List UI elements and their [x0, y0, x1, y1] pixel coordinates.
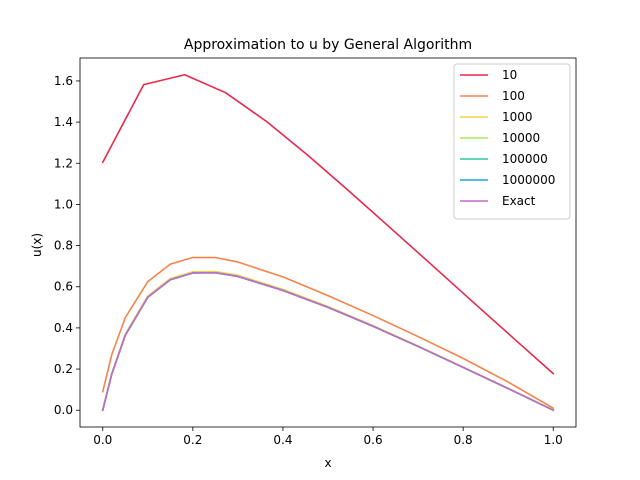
y-tick-label: 0.6 — [54, 280, 73, 294]
series-line-1 — [101, 256, 555, 410]
y-axis: 0.0 0.2 0.4 0.6 0.8 1.0 1.2 1.4 1.6 — [54, 74, 80, 417]
legend-label: 10 — [502, 68, 517, 82]
plot-lines — [101, 73, 555, 412]
legend: 10 100 1000 10000 100000 1000000 Exact — [453, 63, 571, 220]
legend-label: 10000 — [502, 131, 540, 145]
y-tick-label: 0.0 — [54, 403, 73, 417]
series-line-0 — [101, 73, 555, 375]
plot-area-frame — [79, 57, 577, 428]
x-tick-label: 0.0 — [93, 433, 112, 447]
x-tick-label: 0.6 — [364, 433, 383, 447]
chart-title: Approximation to u by General Algorithm — [184, 37, 472, 53]
y-tick-label: 1.0 — [54, 197, 73, 211]
legend-label: 1000 — [502, 110, 533, 124]
legend-label: 100000 — [502, 152, 548, 166]
legend-label: Exact — [502, 194, 536, 208]
y-tick-label: 0.2 — [54, 362, 73, 376]
x-axis: 0.0 0.2 0.4 0.6 0.8 1.0 — [93, 427, 563, 447]
series-line-6 — [101, 271, 555, 412]
x-axis-label: x — [324, 456, 331, 470]
y-tick-label: 1.6 — [54, 74, 73, 88]
y-tick-label: 1.4 — [54, 115, 73, 129]
y-axis-label: u(x) — [30, 233, 44, 257]
x-tick-label: 1.0 — [544, 433, 563, 447]
y-tick-label: 0.8 — [54, 239, 73, 253]
y-tick-label: 0.4 — [54, 321, 73, 335]
x-tick-label: 0.4 — [273, 433, 292, 447]
legend-label: 100 — [502, 89, 525, 103]
y-tick-label: 1.2 — [54, 156, 73, 170]
legend-label: 1000000 — [502, 173, 555, 187]
x-tick-label: 0.8 — [454, 433, 473, 447]
x-tick-label: 0.2 — [183, 433, 202, 447]
